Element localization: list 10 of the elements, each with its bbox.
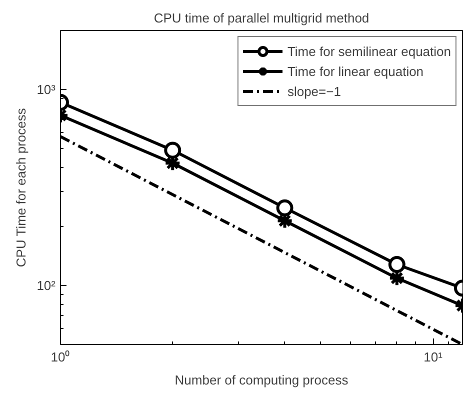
x-axis-title: Number of computing process — [174, 372, 349, 388]
x-tick-label: 10¹ — [424, 350, 444, 364]
legend-label: Time for semilinear equation — [287, 43, 451, 59]
y-axis-title: CPU Time for each process — [14, 108, 29, 268]
y-tick-label: 10² — [36, 278, 56, 293]
chart-title: CPU time of parallel multigrid method — [154, 10, 370, 26]
legend-label: Time for linear equation — [287, 63, 424, 79]
x-tick-label: 10⁰ — [50, 350, 70, 364]
legend-label: slope=−1 — [287, 83, 341, 99]
y-tick-label: 10³ — [36, 82, 56, 97]
